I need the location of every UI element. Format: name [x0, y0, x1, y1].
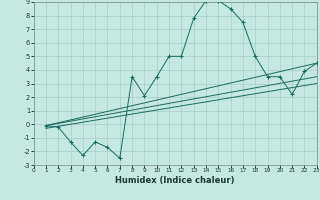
X-axis label: Humidex (Indice chaleur): Humidex (Indice chaleur) [116, 176, 235, 185]
